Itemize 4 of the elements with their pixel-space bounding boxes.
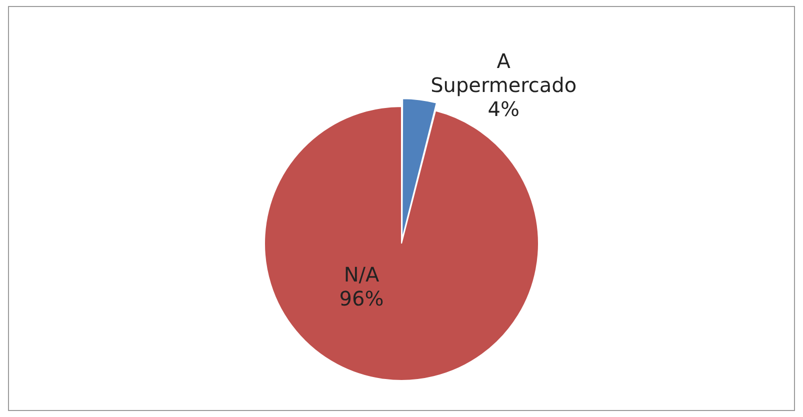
slice-label: N/A	[344, 262, 380, 287]
slice-label: A Supermercado	[430, 49, 577, 98]
data-label: 96%	[339, 286, 384, 311]
data-label: 4%	[488, 97, 520, 122]
